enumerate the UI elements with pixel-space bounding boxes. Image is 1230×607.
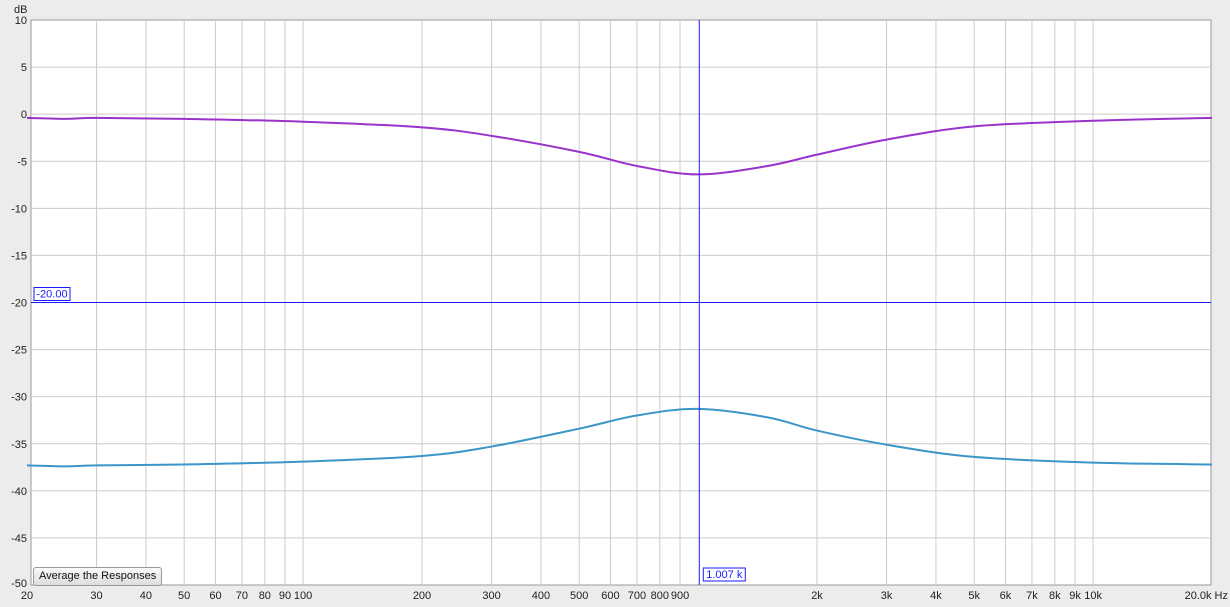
cursor-y-readout-box [33,287,71,301]
x-tick-label: 700 [628,590,646,602]
x-tick-label: 20 [21,590,33,602]
x-tick-label: 10k [1084,590,1102,602]
y-tick-label: -40 [11,486,27,498]
series-line-2 [26,407,1213,468]
y-tick-label: -25 [11,345,27,357]
x-tick-label: 9k [1069,590,1081,602]
y-tick-label: 5 [21,62,27,74]
y-tick-label: -45 [11,533,27,545]
x-tick-label: 50 [178,590,190,602]
x-tick-label: 800 [651,590,669,602]
x-tick-label: 200 [413,590,431,602]
series-line-1 [26,116,1213,176]
average-responses-button[interactable]: Average the Responses [33,567,163,586]
x-tick-label: 90 [279,590,291,602]
x-tick-label: 2k [811,590,823,602]
y-axis-label: dB [14,4,27,16]
y-tick-label: 10 [15,15,27,27]
x-tick-label: 4k [930,590,942,602]
y-tick-label: -10 [11,203,27,215]
x-tick-label: 500 [570,590,588,602]
x-tick-label: 7k [1026,590,1038,602]
cursor-x-readout-box [702,567,746,582]
x-tick-label: 3k [881,590,893,602]
x-tick-label: 8k [1049,590,1061,602]
x-tick-label: 300 [482,590,500,602]
y-tick-label: -15 [11,250,27,262]
x-tick-label: 5k [968,590,980,602]
cursor-y-readout: -20.00 [36,289,67,301]
y-tick-label: -50 [11,578,27,590]
x-tick-label: 80 [259,590,271,602]
x-tick-label: 30 [90,590,102,602]
x-tick-label: 40 [140,590,152,602]
y-tick-label: -35 [11,439,27,451]
y-tick-label: -20 [11,298,27,310]
x-tick-label: 400 [532,590,550,602]
y-tick-label: -30 [11,392,27,404]
x-tick-label: 60 [209,590,221,602]
x-tick-label: 900 [671,590,689,602]
x-tick-label: 600 [601,590,619,602]
x-tick-label: 6k [1000,590,1012,602]
x-tick-label: 100 [294,590,312,602]
y-tick-label: 0 [21,109,27,121]
x-tick-label: 20.0k Hz [1185,590,1228,602]
x-tick-label: 70 [236,590,248,602]
cursor-x-readout: 1.007 k [706,569,743,581]
y-tick-label: -5 [17,156,27,168]
